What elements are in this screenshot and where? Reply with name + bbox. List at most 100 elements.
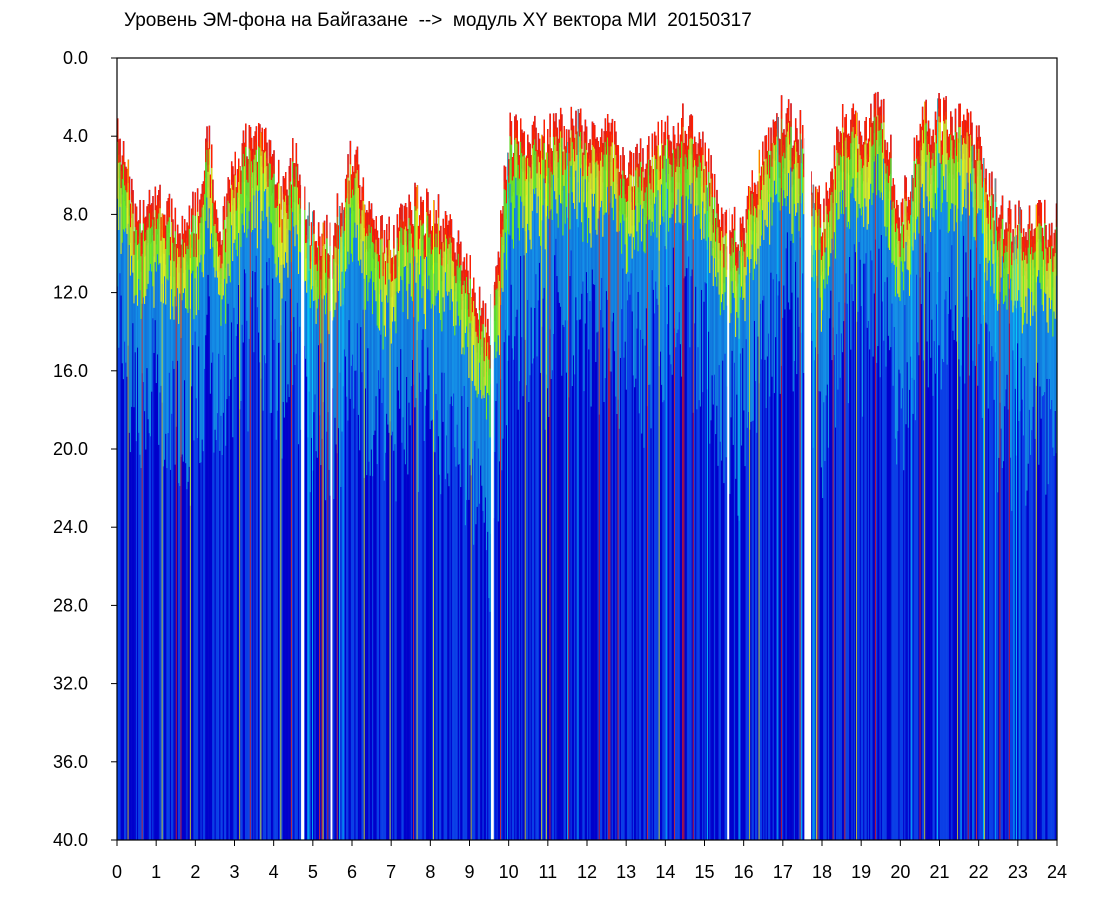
heatmap-cell — [649, 159, 651, 184]
heatmap-column — [360, 200, 362, 840]
heatmap-cell — [1048, 223, 1051, 248]
heatmap-cell — [897, 204, 899, 840]
heatmap-cell — [1032, 236, 1034, 260]
heatmap-column — [173, 237, 175, 840]
heatmap-cell — [653, 131, 656, 840]
heatmap-cell — [292, 138, 294, 162]
heatmap-cell — [181, 231, 184, 301]
heatmap-cell — [438, 230, 441, 255]
heatmap-cell — [317, 261, 320, 346]
heatmap-cell — [880, 99, 883, 124]
heatmap-cell — [494, 281, 496, 840]
heatmap-cell — [961, 160, 964, 317]
heatmap-cell — [382, 252, 385, 277]
heatmap-cell — [415, 226, 417, 399]
heatmap-streak — [416, 185, 418, 840]
heatmap-cell — [731, 214, 733, 840]
heatmap-cell — [387, 239, 389, 264]
heatmap-cell — [923, 119, 925, 144]
heatmap-cell — [898, 256, 900, 370]
heatmap-cell — [703, 208, 705, 302]
heatmap-cell — [185, 230, 187, 255]
heatmap-cell — [746, 235, 749, 428]
heatmap-column — [327, 253, 329, 840]
heatmap-cell — [772, 119, 775, 840]
heatmap-cell — [268, 178, 271, 259]
heatmap-cell — [900, 241, 903, 409]
heatmap-cell — [442, 218, 444, 840]
heatmap-cell — [603, 131, 605, 155]
heatmap-cell — [228, 179, 231, 204]
heatmap-column — [514, 116, 516, 840]
heatmap-cell — [939, 98, 941, 840]
heatmap-cell — [247, 198, 249, 432]
heatmap-cell — [708, 164, 710, 238]
heatmap-cell — [207, 148, 209, 172]
heatmap-cell — [732, 244, 735, 293]
heatmap-cell — [139, 199, 141, 224]
heatmap-cell — [268, 155, 271, 207]
heatmap-column — [353, 171, 355, 840]
heatmap-cell — [1027, 224, 1030, 248]
heatmap-column — [487, 318, 489, 840]
heatmap-cell — [645, 202, 648, 309]
heatmap-cell — [629, 150, 631, 840]
heatmap-cell — [653, 170, 656, 314]
heatmap-column — [212, 179, 214, 840]
heatmap-cell — [462, 261, 464, 286]
heatmap-cell — [914, 202, 917, 421]
heatmap-cell — [306, 219, 308, 840]
heatmap-cell — [606, 129, 609, 187]
heatmap-cell — [188, 205, 191, 229]
heatmap-cell — [498, 296, 501, 462]
heatmap-cell — [279, 203, 281, 840]
heatmap-cell — [987, 200, 990, 840]
heatmap-cell — [521, 145, 523, 202]
heatmap-cell — [543, 158, 545, 288]
heatmap-cell — [250, 137, 253, 840]
heatmap-cell — [200, 193, 202, 840]
heatmap-cell — [495, 266, 497, 840]
heatmap-cell — [963, 114, 965, 139]
heatmap-cell — [797, 155, 799, 204]
heatmap-cell — [704, 142, 706, 840]
heatmap-streak — [800, 139, 802, 840]
heatmap-cell — [591, 121, 594, 840]
heatmap-cell — [676, 158, 678, 205]
heatmap-cell — [350, 190, 353, 254]
heatmap-cell — [669, 140, 671, 840]
heatmap-cell — [1007, 208, 1010, 232]
heatmap-cell — [292, 138, 294, 840]
heatmap-cell — [668, 134, 670, 159]
heatmap-cell — [497, 267, 500, 336]
heatmap-cell — [998, 217, 1000, 242]
heatmap-column — [966, 108, 968, 840]
heatmap-cell — [988, 212, 991, 332]
heatmap-cell — [394, 255, 396, 280]
heatmap-cell — [1026, 240, 1028, 840]
heatmap-cell — [716, 205, 718, 287]
heatmap-streak — [1008, 200, 1010, 840]
heatmap-column — [221, 240, 224, 840]
heatmap-cell — [670, 141, 672, 166]
heatmap-cell — [811, 192, 813, 840]
heatmap-cell — [1041, 227, 1044, 840]
heatmap-cell — [158, 190, 160, 214]
heatmap-column — [918, 140, 920, 840]
heatmap-cell — [798, 194, 800, 327]
heatmap-cell — [579, 108, 582, 132]
heatmap-cell — [356, 185, 359, 324]
heatmap-cell — [637, 163, 639, 188]
heatmap-cell — [196, 188, 199, 840]
heatmap-cell — [458, 283, 461, 465]
y-tick-label: 24.0 — [53, 517, 88, 537]
heatmap-cell — [747, 186, 750, 840]
heatmap-cell — [744, 243, 746, 840]
heatmap-cell — [896, 239, 898, 465]
heatmap-cell — [865, 117, 867, 840]
heatmap-column — [448, 220, 450, 840]
heatmap-cell — [602, 182, 604, 328]
heatmap-cell — [642, 148, 644, 172]
heatmap-cell — [121, 194, 124, 364]
heatmap-cell — [575, 126, 577, 171]
